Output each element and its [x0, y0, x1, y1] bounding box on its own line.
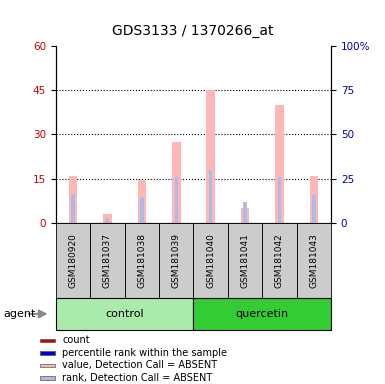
Bar	[40, 351, 55, 354]
Bar	[106, 218, 109, 223]
Bar	[71, 194, 75, 223]
Bar	[209, 170, 213, 223]
Text: GSM181038: GSM181038	[137, 233, 146, 288]
Text: value, Detection Call = ABSENT: value, Detection Call = ABSENT	[62, 360, 217, 370]
Text: GDS3133 / 1370266_at: GDS3133 / 1370266_at	[112, 25, 273, 38]
Bar	[140, 197, 144, 223]
Bar	[69, 175, 77, 223]
Bar	[262, 223, 297, 298]
Bar	[159, 223, 194, 298]
Bar	[278, 177, 281, 223]
Bar	[243, 202, 247, 223]
Bar	[275, 105, 284, 223]
Text: GSM181040: GSM181040	[206, 233, 215, 288]
Text: agent: agent	[4, 309, 36, 319]
Text: percentile rank within the sample: percentile rank within the sample	[62, 348, 227, 358]
Text: GSM181037: GSM181037	[103, 233, 112, 288]
Text: rank, Detection Call = ABSENT: rank, Detection Call = ABSENT	[62, 373, 213, 383]
Text: control: control	[105, 309, 144, 319]
Bar	[310, 175, 318, 223]
Bar	[137, 180, 146, 223]
Bar	[125, 223, 159, 298]
Bar	[174, 177, 178, 223]
Bar	[90, 223, 125, 298]
Bar	[312, 195, 316, 223]
Bar	[194, 298, 331, 330]
Text: count: count	[62, 335, 90, 345]
Text: quercetin: quercetin	[236, 309, 289, 319]
Bar	[241, 208, 249, 223]
Text: GSM180920: GSM180920	[69, 233, 77, 288]
Bar	[228, 223, 262, 298]
Bar	[194, 223, 228, 298]
Bar	[40, 376, 55, 379]
Bar	[206, 90, 215, 223]
Bar	[40, 339, 55, 342]
Bar	[40, 364, 55, 367]
Text: GSM181041: GSM181041	[241, 233, 249, 288]
Text: GSM181043: GSM181043	[310, 233, 318, 288]
Bar	[172, 142, 181, 223]
Text: GSM181042: GSM181042	[275, 233, 284, 288]
Bar	[103, 214, 112, 223]
Bar	[297, 223, 331, 298]
Bar	[56, 223, 90, 298]
Bar	[56, 298, 194, 330]
Text: GSM181039: GSM181039	[172, 233, 181, 288]
